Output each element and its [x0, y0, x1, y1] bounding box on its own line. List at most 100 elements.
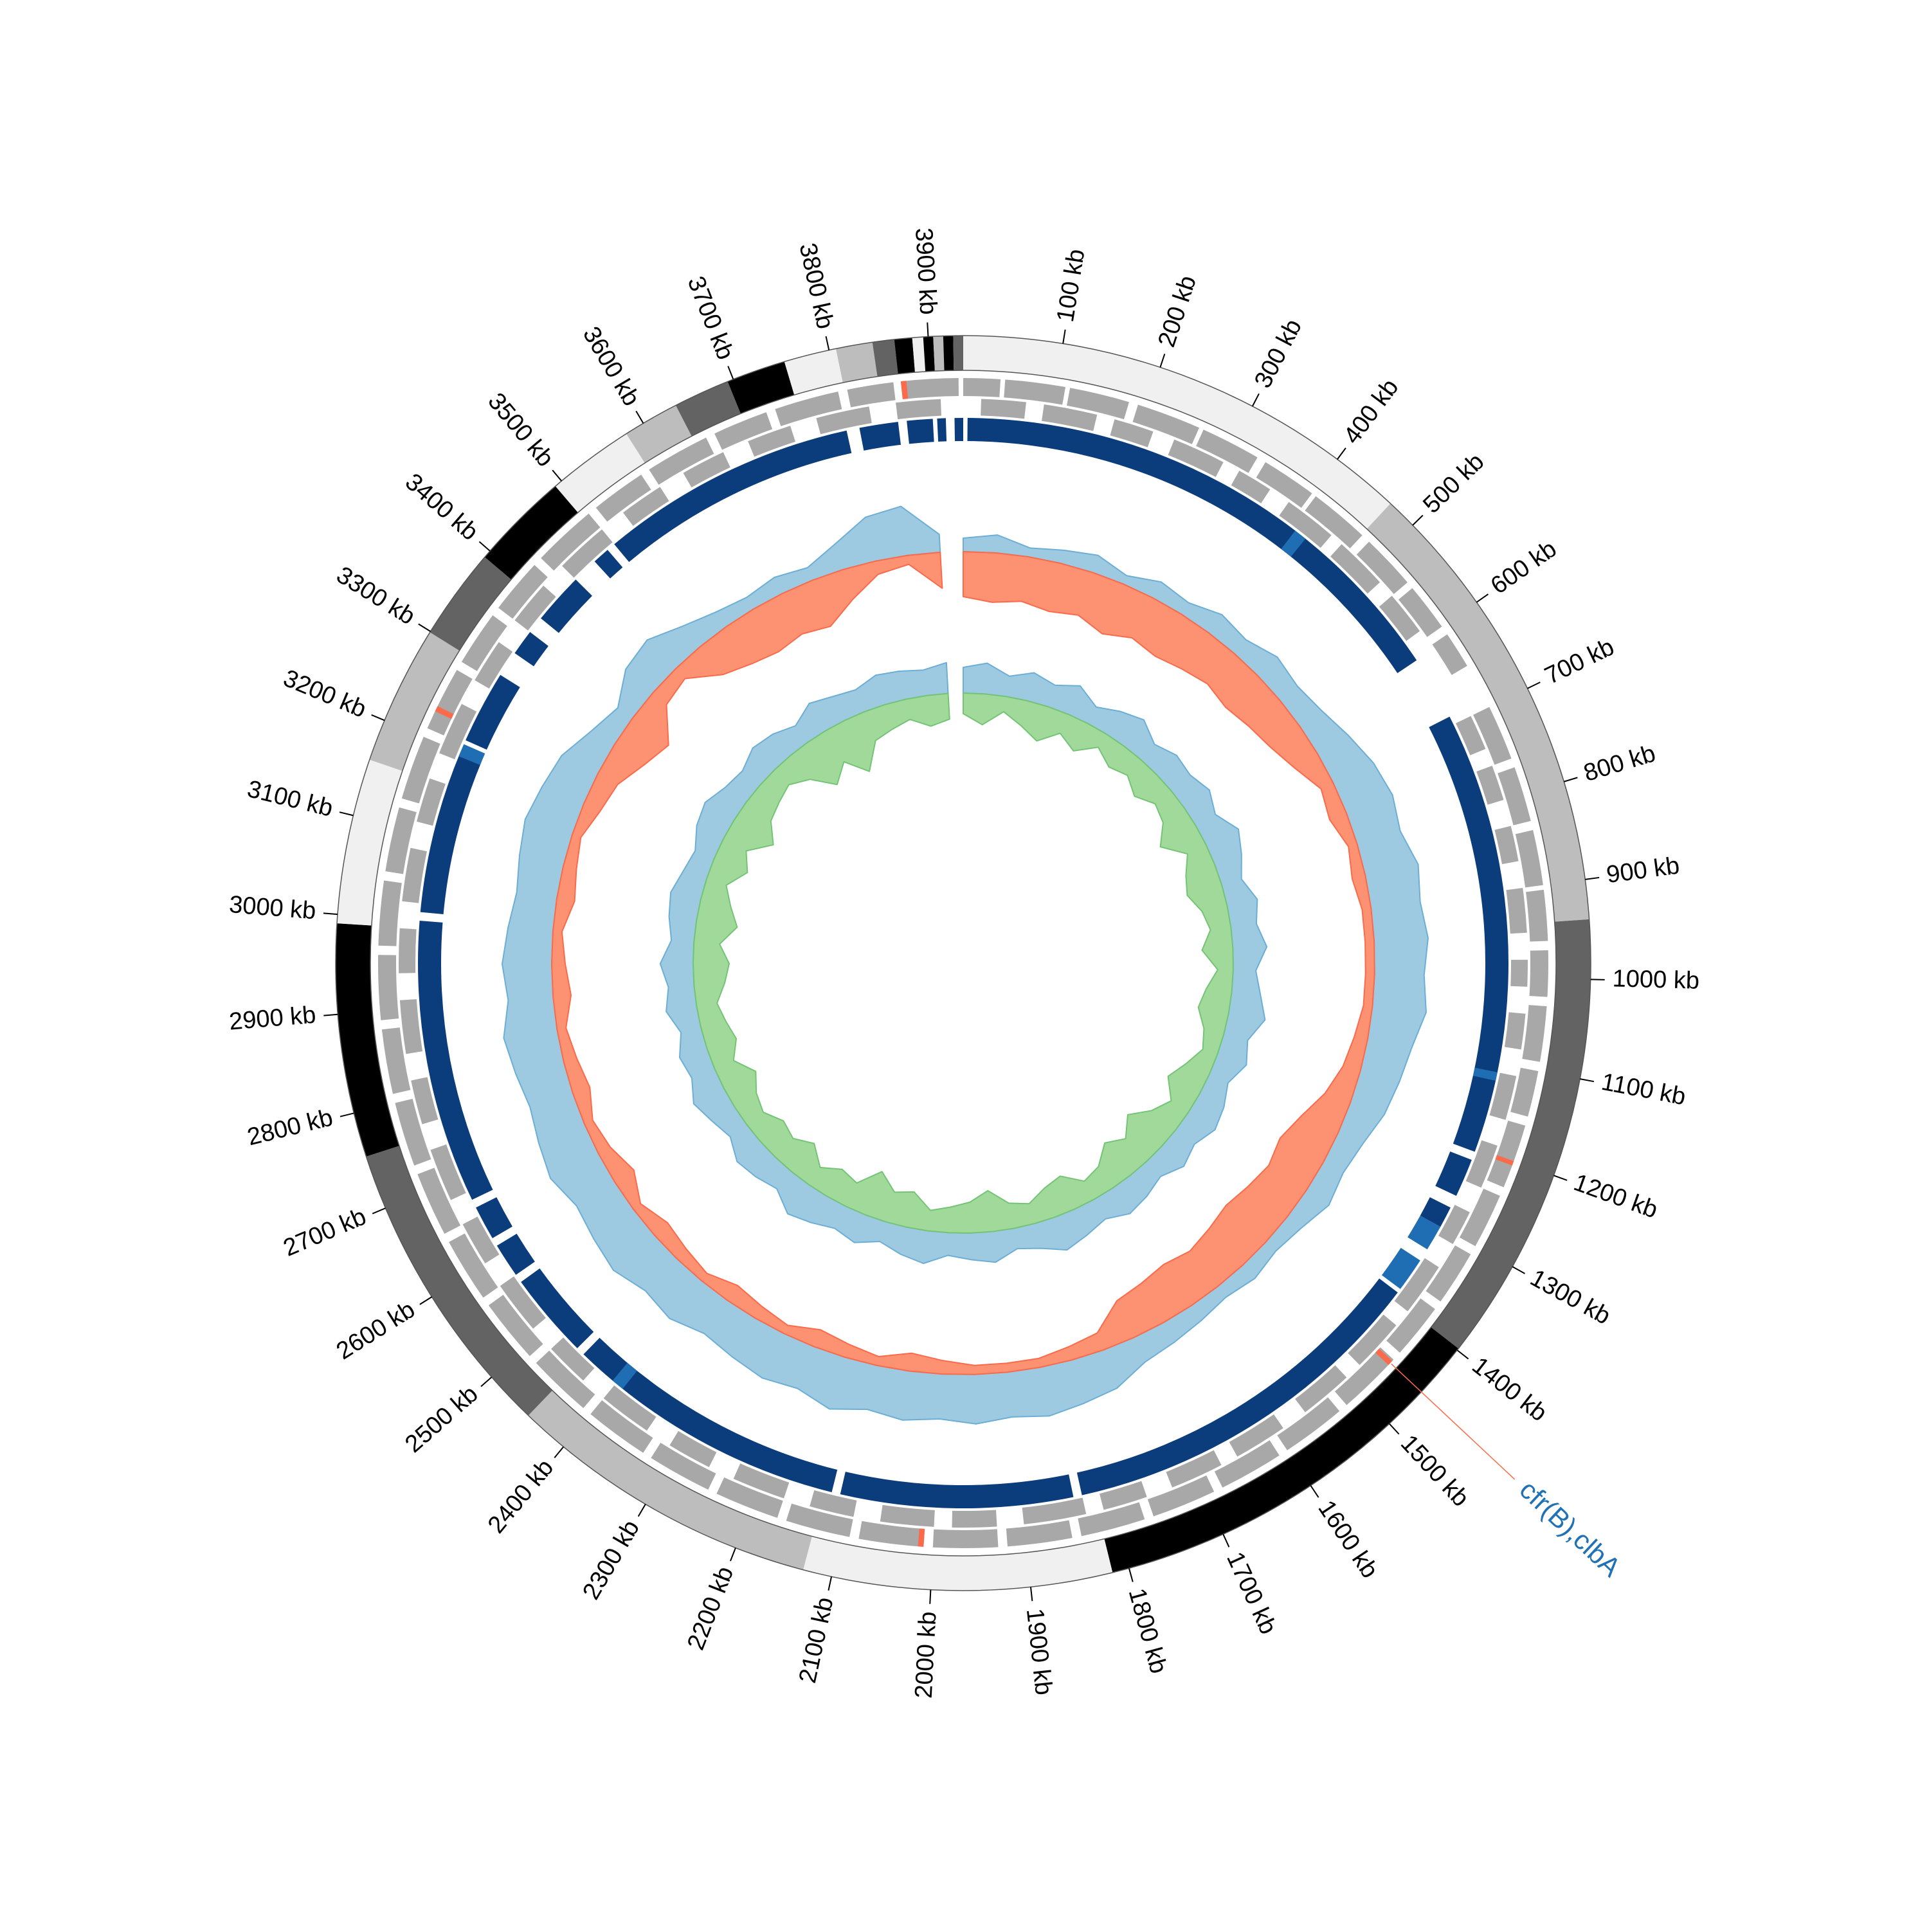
- feature-block: [466, 674, 520, 750]
- tick-mark: [1564, 777, 1578, 782]
- feature-block: [1042, 404, 1098, 431]
- feature-block: [1006, 1520, 1073, 1547]
- feature-block: [981, 399, 1026, 419]
- feature-block: [1494, 826, 1519, 865]
- tick-mark: [730, 1548, 736, 1562]
- feature-block: [1472, 1067, 1498, 1081]
- feature-block: [541, 579, 592, 633]
- feature-block: [475, 642, 513, 689]
- feature-block: [872, 339, 898, 377]
- feature-block: [900, 381, 909, 400]
- feature-block: [336, 923, 399, 1157]
- feature-block: [614, 430, 852, 563]
- feature-block: [378, 955, 399, 1020]
- tick-label: 2200 kb: [682, 1563, 739, 1654]
- feature-block: [896, 399, 941, 420]
- feature-block: [1495, 1155, 1514, 1166]
- tick-label: 3900 kb: [910, 227, 941, 315]
- tick-label: 3600 kb: [577, 322, 645, 411]
- feature-block: [430, 1144, 466, 1200]
- feature-block: [496, 1233, 535, 1275]
- tick-mark: [1553, 1175, 1568, 1181]
- feature-block: [1489, 1072, 1517, 1120]
- feature-block: [943, 336, 954, 371]
- feature-block: [1487, 1120, 1526, 1187]
- feature-block: [1438, 1205, 1470, 1244]
- tick-label: 100 kb: [1052, 248, 1091, 324]
- feature-block: [1429, 716, 1509, 1152]
- feature-block: [435, 706, 454, 719]
- tick-label: 3200 kb: [280, 665, 370, 723]
- tick-label: 3500 kb: [482, 388, 559, 472]
- feature-block: [1348, 1314, 1397, 1366]
- tick-mark: [1222, 1533, 1230, 1548]
- feature-block: [733, 1463, 790, 1499]
- tick-mark: [1476, 593, 1489, 603]
- feature-block: [590, 1400, 653, 1453]
- feature-block: [521, 1268, 594, 1349]
- tick-mark: [1337, 447, 1346, 460]
- feature-block: [1356, 541, 1408, 595]
- feature-block: [1231, 471, 1271, 503]
- tick-label: 1800 kb: [1123, 1585, 1172, 1677]
- feature-block: [417, 1168, 461, 1234]
- feature-block: [1431, 919, 1591, 1349]
- tick-label: 1900 kb: [1021, 1607, 1057, 1697]
- feature-block: [937, 418, 947, 442]
- feature-block: [1279, 501, 1332, 548]
- tick-label: 3400 kb: [400, 469, 484, 546]
- tick-mark: [1590, 979, 1605, 980]
- tick-label: 200 kb: [1153, 273, 1202, 351]
- feature-block: [395, 1098, 431, 1166]
- feature-block: [1506, 887, 1527, 934]
- feature-block: [1104, 1327, 1459, 1573]
- tick-mark: [1456, 1350, 1469, 1360]
- tick-label: 600 kb: [1486, 536, 1561, 600]
- feature-block: [1132, 404, 1200, 444]
- tick-label: 1400 kb: [1467, 1352, 1552, 1427]
- tick-label: 2100 kb: [794, 1595, 838, 1686]
- feature-block: [932, 1529, 999, 1548]
- tick-label: 2500 kb: [400, 1380, 483, 1458]
- feature-block: [675, 381, 741, 437]
- tick-label: 700 kb: [1541, 633, 1618, 690]
- feature-block: [963, 336, 1391, 529]
- tick-mark: [371, 714, 385, 721]
- tick-mark: [1527, 682, 1541, 689]
- tick-label: 2000 kb: [910, 1611, 942, 1699]
- tick-mark: [637, 1504, 646, 1517]
- feature-block: [683, 452, 730, 488]
- feature-block: [1004, 379, 1066, 405]
- feature-block: [1386, 1298, 1435, 1353]
- value-area: [502, 505, 1429, 1425]
- feature-block: [954, 418, 963, 442]
- feature-block: [967, 418, 1417, 674]
- feature-block: [923, 336, 935, 372]
- tick-mark: [1062, 329, 1066, 344]
- feature-block: [1432, 634, 1467, 675]
- feature-block: [786, 1503, 853, 1537]
- feature-block: [399, 999, 423, 1054]
- feature-block: [583, 1337, 838, 1492]
- tick-mark: [372, 1207, 386, 1214]
- feature-block: [603, 1385, 657, 1431]
- tick-label: 500 kb: [1418, 448, 1489, 519]
- feature-block: [953, 335, 963, 371]
- feature-block: [1305, 496, 1363, 548]
- feature-block: [500, 1276, 546, 1329]
- annotation-label: cfr(B),clbA: [1514, 1474, 1626, 1582]
- annotation-leader: [1391, 1363, 1516, 1480]
- tick-mark: [552, 469, 563, 482]
- feature-block: [1022, 1497, 1087, 1524]
- value-area: [693, 692, 1234, 1234]
- feature-block: [1408, 1215, 1441, 1250]
- feature-block: [1435, 1151, 1472, 1196]
- ring-outline: [370, 370, 1557, 1557]
- feature-block: [401, 736, 440, 804]
- feature-block: [1498, 767, 1531, 826]
- feature-block: [1196, 429, 1258, 473]
- feature-block: [1510, 1067, 1539, 1117]
- tick-mark: [1029, 1587, 1033, 1602]
- feature-block: [775, 392, 842, 426]
- feature-block: [594, 550, 623, 579]
